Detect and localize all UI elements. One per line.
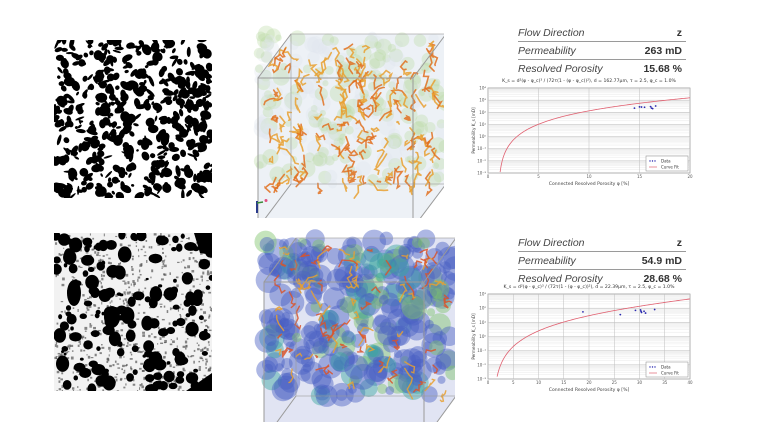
results-table-1: Flow Direction z Permeability 263 mD Res…: [518, 24, 686, 77]
svg-text:25: 25: [612, 380, 618, 385]
svg-text:K_s = d²(φ - φ_c)³ / (72τ(1 -: K_s = d²(φ - φ_c)³ / (72τ(1 - (φ - φ_c))…: [504, 284, 676, 290]
binary-slice-image-2: [54, 233, 212, 391]
svg-text:5: 5: [512, 380, 515, 385]
svg-text:10³: 10³: [479, 98, 486, 103]
svg-text:10¹: 10¹: [479, 122, 486, 127]
svg-text:10⁻³: 10⁻³: [477, 377, 486, 382]
axis-triad-icon: [255, 198, 269, 214]
svg-text:10⁻²: 10⁻²: [477, 362, 486, 367]
svg-text:Connected Resolved Porosity φ: Connected Resolved Porosity φ [%]: [549, 387, 630, 393]
svg-text:Data: Data: [661, 158, 671, 163]
flow-direction-row: Flow Direction z: [518, 234, 686, 252]
svg-text:K_s = d²(φ - φ_c)³ / (72τ(1 -: K_s = d²(φ - φ_c)³ / (72τ(1 - (φ - φ_c))…: [502, 78, 676, 84]
resolved-porosity-row: Resolved Porosity 28.68 %: [518, 270, 686, 287]
resolved-porosity-value: 28.68 %: [643, 272, 682, 285]
permeability-label: Permeability: [518, 44, 576, 57]
svg-text:10: 10: [586, 174, 592, 179]
svg-text:20: 20: [687, 174, 693, 179]
results-table-2: Flow Direction z Permeability 54.9 mD Re…: [518, 234, 686, 287]
svg-text:Permeability K_s [mD]: Permeability K_s [mD]: [471, 313, 476, 360]
flow-direction-row: Flow Direction z: [518, 24, 686, 42]
svg-text:10⁻²: 10⁻²: [477, 158, 486, 163]
svg-text:10⁰: 10⁰: [479, 334, 486, 339]
svg-text:10⁴: 10⁴: [479, 86, 486, 91]
svg-text:Permeability K_s [mD]: Permeability K_s [mD]: [471, 107, 476, 154]
svg-text:0: 0: [487, 380, 490, 385]
svg-text:15: 15: [637, 174, 643, 179]
pore-network-volume-render-1: [244, 18, 444, 218]
svg-text:10⁰: 10⁰: [479, 134, 486, 139]
resolved-porosity-label: Resolved Porosity: [518, 272, 603, 285]
svg-text:10⁻¹: 10⁻¹: [477, 348, 486, 353]
svg-text:15: 15: [561, 380, 567, 385]
binary-slice-image-1: [54, 40, 212, 198]
permeability-porosity-chart-1: K_s = d²(φ - φ_c)³ / (72τ(1 - (φ - φ_c))…: [470, 74, 702, 192]
flow-direction-label: Flow Direction: [518, 26, 585, 39]
svg-text:30: 30: [637, 380, 643, 385]
svg-text:Connected Resolved Porosity φ: Connected Resolved Porosity φ [%]: [549, 181, 630, 187]
flow-direction-label: Flow Direction: [518, 236, 585, 249]
pore-network-volume-render-2: [250, 222, 455, 422]
permeability-value: 263 mD: [644, 44, 682, 57]
svg-text:10²: 10²: [479, 110, 486, 115]
svg-text:20: 20: [586, 380, 592, 385]
svg-text:Curve Fit: Curve Fit: [661, 370, 679, 375]
svg-text:10²: 10²: [479, 306, 486, 311]
flow-direction-value: z: [676, 236, 682, 249]
svg-text:35: 35: [662, 380, 668, 385]
resolved-porosity-row: Resolved Porosity 15.68 %: [518, 60, 686, 77]
permeability-label: Permeability: [518, 254, 576, 267]
svg-text:10¹: 10¹: [479, 320, 486, 325]
resolved-porosity-value: 15.68 %: [643, 62, 682, 75]
flow-direction-value: z: [676, 26, 682, 39]
svg-text:10⁻¹: 10⁻¹: [477, 146, 486, 151]
svg-text:40: 40: [687, 380, 693, 385]
resolved-porosity-label: Resolved Porosity: [518, 62, 603, 75]
permeability-row: Permeability 263 mD: [518, 42, 686, 60]
svg-text:10³: 10³: [479, 292, 486, 297]
svg-text:5: 5: [537, 174, 540, 179]
svg-text:Curve Fit: Curve Fit: [661, 164, 679, 169]
svg-text:10: 10: [536, 380, 542, 385]
svg-text:10⁻³: 10⁻³: [477, 171, 486, 176]
svg-text:Data: Data: [661, 364, 671, 369]
svg-text:0: 0: [487, 174, 490, 179]
permeability-value: 54.9 mD: [641, 254, 682, 267]
permeability-row: Permeability 54.9 mD: [518, 252, 686, 270]
permeability-porosity-chart-2: K_s = d²(φ - φ_c)³ / (72τ(1 - (φ - φ_c))…: [470, 280, 702, 398]
